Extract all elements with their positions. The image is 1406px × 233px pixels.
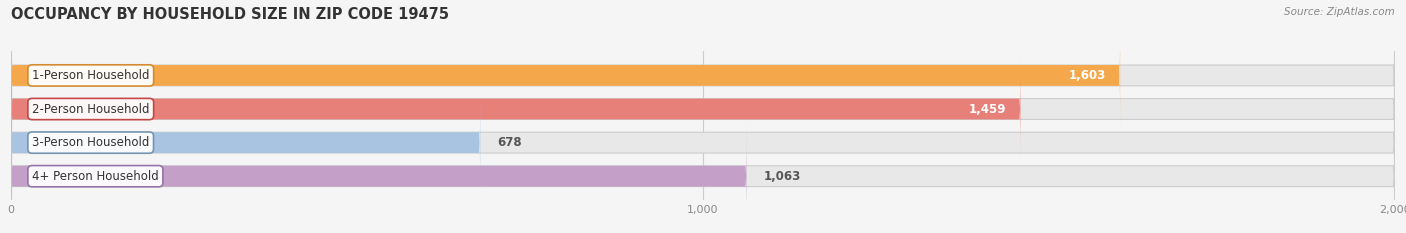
FancyBboxPatch shape (11, 19, 1395, 132)
FancyBboxPatch shape (11, 19, 1121, 132)
Text: 1,603: 1,603 (1069, 69, 1107, 82)
FancyBboxPatch shape (11, 86, 481, 199)
Text: 678: 678 (498, 136, 522, 149)
Text: 1,063: 1,063 (763, 170, 801, 183)
FancyBboxPatch shape (11, 53, 1395, 165)
Text: 1,459: 1,459 (969, 103, 1007, 116)
FancyBboxPatch shape (11, 53, 1021, 165)
FancyBboxPatch shape (11, 86, 1395, 199)
Text: OCCUPANCY BY HOUSEHOLD SIZE IN ZIP CODE 19475: OCCUPANCY BY HOUSEHOLD SIZE IN ZIP CODE … (11, 7, 450, 22)
FancyBboxPatch shape (11, 120, 1395, 233)
Text: Source: ZipAtlas.com: Source: ZipAtlas.com (1284, 7, 1395, 17)
Text: 4+ Person Household: 4+ Person Household (32, 170, 159, 183)
FancyBboxPatch shape (11, 120, 747, 233)
Text: 3-Person Household: 3-Person Household (32, 136, 149, 149)
Text: 1-Person Household: 1-Person Household (32, 69, 149, 82)
Text: 2-Person Household: 2-Person Household (32, 103, 149, 116)
